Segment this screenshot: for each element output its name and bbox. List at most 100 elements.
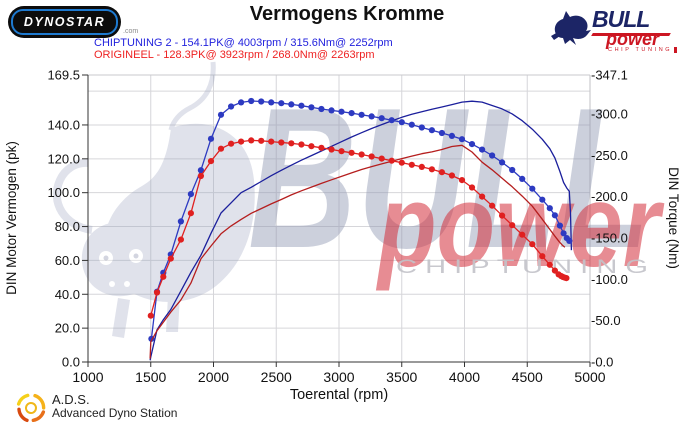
- series-origineel-koppel-nm-: [147, 137, 570, 319]
- series-line: [149, 100, 573, 361]
- series-marker: [238, 138, 245, 145]
- series-marker: [177, 218, 184, 225]
- series-marker: [153, 289, 161, 296]
- series-marker: [539, 253, 546, 260]
- series-marker: [338, 108, 345, 115]
- x-tick-label: 3000: [323, 369, 354, 385]
- series-marker: [529, 241, 536, 248]
- series-marker: [288, 101, 295, 108]
- series-marker: [489, 152, 496, 159]
- y-right-tick-label: -200.0: [591, 189, 628, 204]
- series-marker: [378, 115, 385, 122]
- series-marker: [308, 143, 315, 150]
- legend-entry: ORIGINEEL - 128.3PK@ 3923rpm / 268.0Nm@ …: [94, 48, 375, 61]
- series-marker: [358, 151, 365, 158]
- series-marker: [448, 132, 455, 139]
- y-left-tick-label: 80.0: [55, 219, 80, 234]
- series-marker: [560, 230, 567, 237]
- dynostar-logo-ring: DYNOSTAR: [11, 9, 118, 35]
- series-marker: [539, 196, 546, 203]
- series-marker: [160, 273, 167, 280]
- series-marker: [278, 100, 285, 107]
- legend-entry: CHIPTUNING 2 - 154.1PK@ 4003rpm / 315.6N…: [94, 37, 393, 49]
- series-marker: [509, 222, 516, 229]
- series-marker: [318, 144, 325, 151]
- y-axis-right-title: DIN Torque (Nm): [666, 167, 681, 269]
- series-marker: [468, 141, 476, 148]
- series-marker: [458, 136, 466, 143]
- series-marker: [228, 103, 235, 110]
- series-marker: [479, 146, 486, 153]
- series-origineel-vermogen-pk-: [149, 144, 566, 359]
- series-marker: [418, 124, 425, 131]
- series-marker: [438, 169, 445, 176]
- x-tick-label: 4000: [449, 369, 480, 385]
- x-tick-label: 2500: [261, 369, 292, 385]
- dynostar-logo-suffix: .com: [123, 28, 139, 35]
- power-watermark-text: power: [376, 160, 665, 292]
- series-marker: [288, 140, 295, 147]
- page-title: Vermogens Kromme: [249, 3, 445, 25]
- series-marker: [318, 105, 325, 113]
- series-marker: [308, 104, 315, 111]
- series-marker: [428, 166, 435, 173]
- y-left-tick-label: 40.0: [55, 287, 80, 302]
- x-tick-label: 4500: [512, 369, 543, 385]
- series-chiptuning-2-vermogen-pk-: [149, 100, 573, 361]
- series-marker: [499, 159, 506, 166]
- series-marker: [328, 107, 335, 114]
- series-marker: [238, 99, 245, 106]
- series-marker: [563, 275, 570, 282]
- y-left-tick-label: 169.5: [47, 68, 80, 83]
- chart-series: [147, 97, 573, 361]
- series-marker: [197, 167, 204, 174]
- series-marker: [358, 111, 365, 118]
- series-marker: [278, 139, 285, 146]
- series-marker: [408, 121, 415, 128]
- series-marker: [566, 237, 573, 244]
- series-marker: [438, 129, 445, 137]
- series-marker: [348, 149, 355, 156]
- series-marker: [207, 135, 215, 142]
- bull-watermark-graphic: [52, 61, 255, 338]
- series-marker: [468, 184, 476, 191]
- bullpower-logo: BULL power CHIP TUNING: [542, 2, 690, 53]
- series-marker: [147, 312, 154, 319]
- series-marker: [458, 177, 466, 184]
- y-left-tick-label: 60.0: [55, 253, 80, 268]
- series-marker: [258, 137, 265, 144]
- series-marker: [348, 110, 355, 117]
- series-marker: [499, 212, 506, 219]
- series-marker: [546, 261, 553, 268]
- series-marker: [448, 172, 455, 179]
- series-marker: [418, 163, 425, 170]
- series-marker: [187, 210, 194, 217]
- x-axis-title: Toerental (rpm): [290, 387, 388, 403]
- series-marker: [248, 97, 255, 105]
- y-left-tick-label: 140.0: [47, 117, 80, 132]
- ads-full-name: Advanced Dyno Station: [52, 406, 178, 420]
- y-right-tick-label: -0.0: [591, 355, 613, 370]
- series-marker: [551, 267, 559, 274]
- series-marker: [258, 98, 265, 105]
- series-marker: [328, 146, 335, 153]
- series-marker: [378, 155, 385, 162]
- chart-axes: 169.5 140.0 120.0 100.0 80.0 60.0 40.0 20.0 0.0 -…: [4, 68, 681, 404]
- series-marker: [338, 148, 345, 155]
- y-right-tick-label: -150.0: [591, 230, 628, 245]
- series-marker: [509, 166, 516, 174]
- series-marker: [167, 255, 174, 262]
- y-right-tick-label: -300.0: [591, 106, 628, 121]
- y-left-tick-label: 120.0: [47, 151, 80, 166]
- series-marker: [217, 145, 225, 152]
- series-marker: [529, 185, 536, 192]
- series-line: [149, 144, 566, 359]
- series-marker: [217, 111, 225, 118]
- series-marker: [187, 191, 194, 198]
- series-marker: [489, 202, 496, 209]
- y-right-tick-label: -50.0: [591, 313, 621, 328]
- chart-legend: CHIPTUNING 2 - 154.1PK@ 4003rpm / 315.6N…: [94, 37, 393, 61]
- series-marker: [388, 117, 395, 124]
- bullpower-logo-power-text: power: [606, 29, 660, 49]
